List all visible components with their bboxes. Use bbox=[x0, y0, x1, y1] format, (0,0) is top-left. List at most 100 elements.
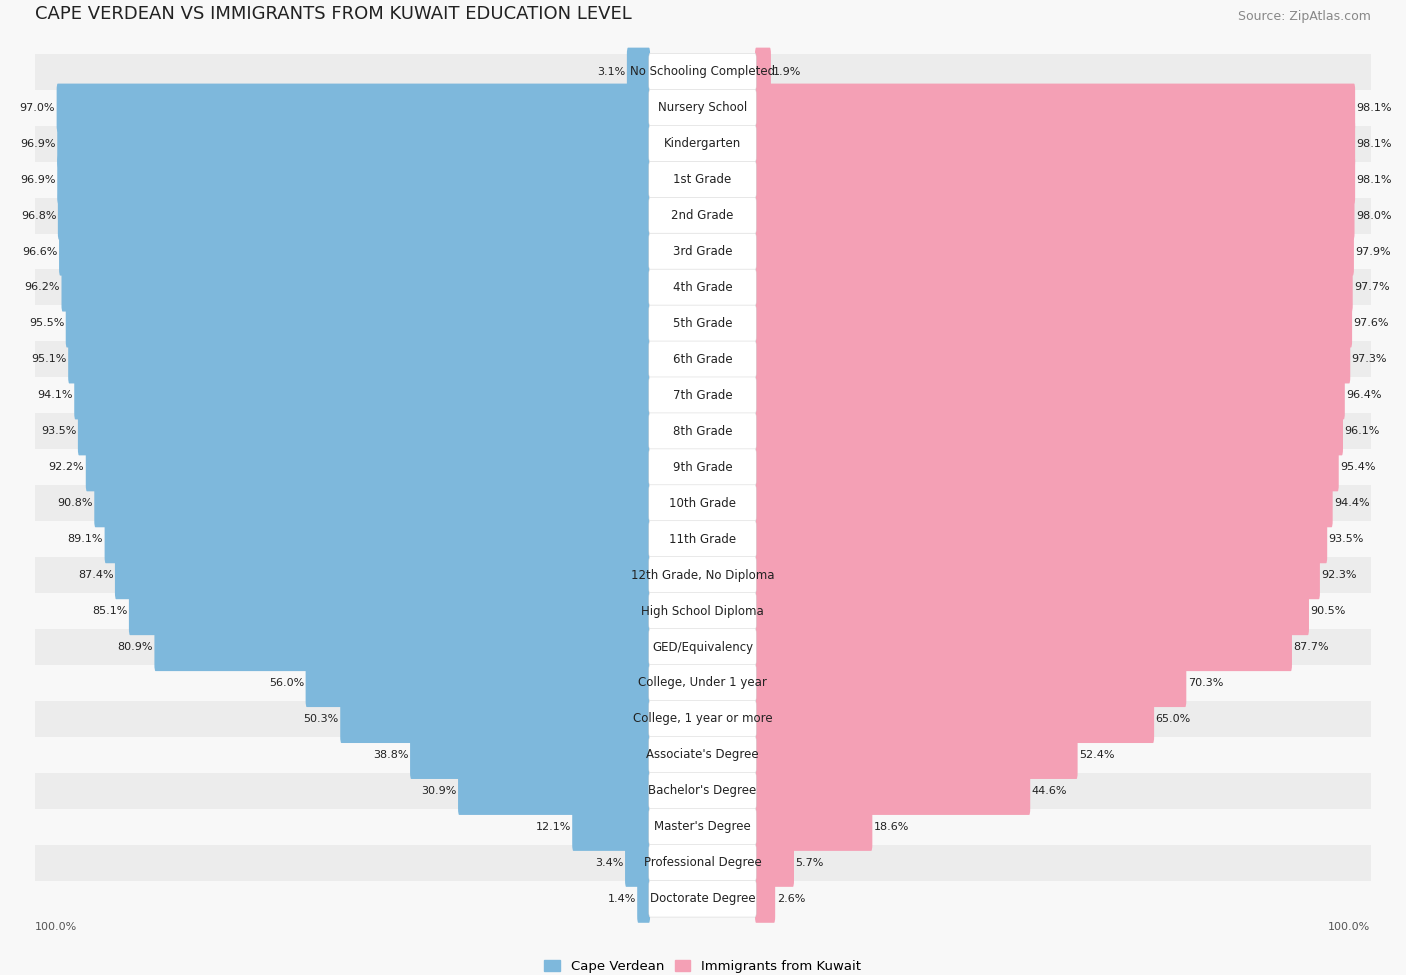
FancyBboxPatch shape bbox=[755, 263, 1353, 312]
Text: 1.4%: 1.4% bbox=[607, 894, 636, 904]
Bar bbox=[35, 737, 1371, 773]
Text: 100.0%: 100.0% bbox=[1329, 922, 1371, 932]
Text: 44.6%: 44.6% bbox=[1032, 786, 1067, 796]
Text: 97.9%: 97.9% bbox=[1355, 247, 1391, 256]
Text: 7th Grade: 7th Grade bbox=[672, 389, 733, 402]
Text: Master's Degree: Master's Degree bbox=[654, 820, 751, 834]
Bar bbox=[35, 522, 1371, 557]
Text: 8th Grade: 8th Grade bbox=[673, 425, 733, 438]
Text: 1.9%: 1.9% bbox=[772, 66, 801, 77]
FancyBboxPatch shape bbox=[155, 623, 650, 671]
Text: 90.8%: 90.8% bbox=[58, 498, 93, 508]
FancyBboxPatch shape bbox=[755, 444, 1339, 491]
FancyBboxPatch shape bbox=[94, 479, 650, 527]
Text: Source: ZipAtlas.com: Source: ZipAtlas.com bbox=[1237, 10, 1371, 23]
Text: 38.8%: 38.8% bbox=[373, 750, 409, 760]
Text: 96.9%: 96.9% bbox=[20, 175, 56, 184]
FancyBboxPatch shape bbox=[648, 557, 756, 594]
Text: 30.9%: 30.9% bbox=[422, 786, 457, 796]
Text: 10th Grade: 10th Grade bbox=[669, 496, 737, 510]
FancyBboxPatch shape bbox=[755, 371, 1344, 419]
FancyBboxPatch shape bbox=[458, 766, 650, 815]
Text: 92.3%: 92.3% bbox=[1322, 570, 1357, 580]
FancyBboxPatch shape bbox=[755, 479, 1333, 527]
FancyBboxPatch shape bbox=[648, 521, 756, 558]
Bar bbox=[35, 880, 1371, 916]
FancyBboxPatch shape bbox=[648, 665, 756, 701]
FancyBboxPatch shape bbox=[648, 305, 756, 342]
FancyBboxPatch shape bbox=[755, 335, 1350, 383]
FancyBboxPatch shape bbox=[648, 54, 756, 90]
Text: 11th Grade: 11th Grade bbox=[669, 532, 737, 546]
Text: 65.0%: 65.0% bbox=[1156, 714, 1191, 723]
Bar bbox=[35, 557, 1371, 593]
FancyBboxPatch shape bbox=[104, 515, 650, 564]
FancyBboxPatch shape bbox=[755, 659, 1187, 707]
Text: 97.6%: 97.6% bbox=[1354, 319, 1389, 329]
FancyBboxPatch shape bbox=[411, 731, 650, 779]
Text: 96.2%: 96.2% bbox=[24, 283, 60, 292]
Text: 89.1%: 89.1% bbox=[67, 534, 103, 544]
Text: GED/Equivalency: GED/Equivalency bbox=[652, 641, 754, 653]
Bar bbox=[35, 54, 1371, 90]
Bar bbox=[35, 809, 1371, 844]
Text: Associate's Degree: Associate's Degree bbox=[647, 749, 759, 761]
Text: Professional Degree: Professional Degree bbox=[644, 856, 762, 870]
Bar bbox=[35, 701, 1371, 737]
Text: 3.1%: 3.1% bbox=[598, 66, 626, 77]
FancyBboxPatch shape bbox=[648, 844, 756, 881]
Text: 6th Grade: 6th Grade bbox=[672, 353, 733, 366]
Bar bbox=[35, 377, 1371, 413]
FancyBboxPatch shape bbox=[755, 515, 1327, 564]
Bar bbox=[35, 629, 1371, 665]
Bar bbox=[35, 90, 1371, 126]
FancyBboxPatch shape bbox=[755, 587, 1309, 635]
Text: 56.0%: 56.0% bbox=[269, 678, 304, 688]
FancyBboxPatch shape bbox=[340, 695, 650, 743]
Text: 98.1%: 98.1% bbox=[1357, 175, 1392, 184]
Text: 93.5%: 93.5% bbox=[1329, 534, 1364, 544]
Bar bbox=[35, 593, 1371, 629]
FancyBboxPatch shape bbox=[648, 377, 756, 413]
FancyBboxPatch shape bbox=[755, 155, 1355, 204]
Text: 12.1%: 12.1% bbox=[536, 822, 571, 832]
Text: 2nd Grade: 2nd Grade bbox=[671, 209, 734, 222]
Text: 85.1%: 85.1% bbox=[91, 606, 128, 616]
FancyBboxPatch shape bbox=[755, 551, 1320, 600]
FancyBboxPatch shape bbox=[648, 880, 756, 917]
Text: 2.6%: 2.6% bbox=[776, 894, 806, 904]
Bar bbox=[35, 413, 1371, 449]
Legend: Cape Verdean, Immigrants from Kuwait: Cape Verdean, Immigrants from Kuwait bbox=[538, 956, 866, 975]
FancyBboxPatch shape bbox=[648, 629, 756, 665]
FancyBboxPatch shape bbox=[648, 161, 756, 198]
FancyBboxPatch shape bbox=[129, 587, 650, 635]
FancyBboxPatch shape bbox=[58, 120, 650, 168]
FancyBboxPatch shape bbox=[67, 335, 650, 383]
FancyBboxPatch shape bbox=[648, 90, 756, 126]
Text: Doctorate Degree: Doctorate Degree bbox=[650, 892, 755, 905]
FancyBboxPatch shape bbox=[648, 341, 756, 377]
FancyBboxPatch shape bbox=[58, 191, 650, 240]
Text: 96.8%: 96.8% bbox=[21, 211, 56, 220]
FancyBboxPatch shape bbox=[755, 623, 1292, 671]
FancyBboxPatch shape bbox=[755, 838, 794, 887]
Text: 100.0%: 100.0% bbox=[35, 922, 77, 932]
FancyBboxPatch shape bbox=[56, 84, 650, 132]
FancyBboxPatch shape bbox=[648, 126, 756, 162]
Text: 93.5%: 93.5% bbox=[41, 426, 76, 436]
Text: 96.4%: 96.4% bbox=[1347, 390, 1382, 401]
FancyBboxPatch shape bbox=[648, 772, 756, 809]
Text: 4th Grade: 4th Grade bbox=[672, 281, 733, 293]
Text: 95.1%: 95.1% bbox=[31, 354, 66, 365]
Text: 97.7%: 97.7% bbox=[1354, 283, 1389, 292]
Bar bbox=[35, 449, 1371, 486]
Text: 1st Grade: 1st Grade bbox=[673, 174, 731, 186]
Text: College, Under 1 year: College, Under 1 year bbox=[638, 677, 768, 689]
Bar bbox=[35, 162, 1371, 198]
FancyBboxPatch shape bbox=[755, 48, 770, 96]
FancyBboxPatch shape bbox=[755, 731, 1077, 779]
Bar bbox=[35, 486, 1371, 522]
FancyBboxPatch shape bbox=[755, 695, 1154, 743]
Text: 96.1%: 96.1% bbox=[1344, 426, 1379, 436]
Bar bbox=[35, 341, 1371, 377]
